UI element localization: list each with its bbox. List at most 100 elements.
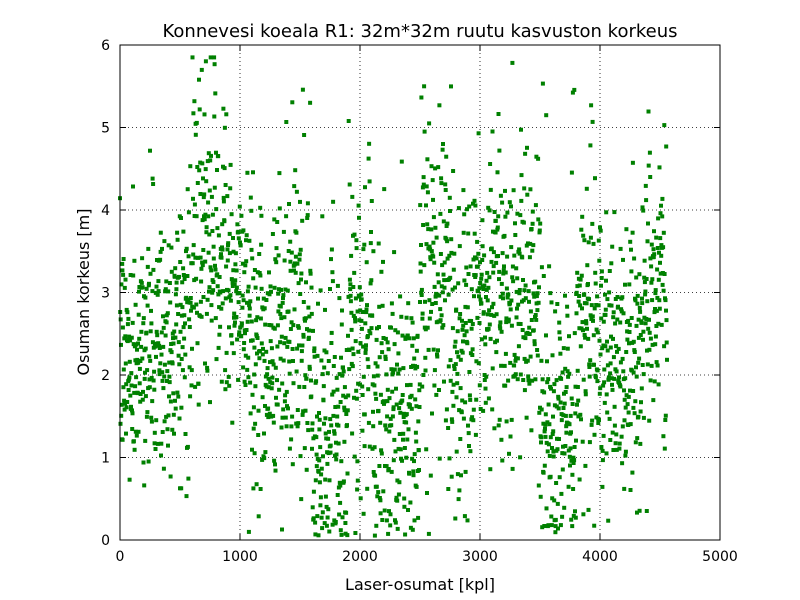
data-point: [581, 328, 585, 333]
data-point: [606, 375, 611, 380]
data-point: [484, 287, 489, 292]
data-point: [345, 423, 349, 428]
data-point: [455, 371, 460, 376]
data-point: [642, 258, 647, 263]
data-point: [448, 358, 453, 363]
data-point: [155, 292, 160, 297]
data-point: [623, 282, 627, 287]
data-point: [458, 357, 463, 362]
data-point: [439, 284, 444, 289]
data-point: [599, 276, 604, 280]
x-tick-label: 4000: [582, 549, 618, 565]
data-point: [130, 427, 135, 431]
data-point: [154, 329, 159, 334]
data-point: [266, 385, 271, 390]
data-point: [482, 253, 487, 258]
data-point: [376, 241, 381, 246]
data-point: [413, 397, 418, 402]
data-point: [542, 524, 547, 528]
data-point: [450, 389, 455, 394]
data-point: [157, 343, 162, 348]
data-point: [233, 251, 238, 256]
data-point: [463, 400, 468, 405]
data-point: [178, 260, 183, 264]
data-point: [446, 364, 451, 369]
data-point: [441, 323, 446, 328]
data-point: [133, 384, 138, 389]
data-point: [298, 454, 303, 459]
data-point: [354, 238, 359, 243]
data-point: [349, 327, 354, 332]
data-point: [603, 312, 608, 317]
data-point: [165, 369, 170, 374]
data-point: [180, 305, 185, 310]
data-point: [346, 119, 351, 123]
data-point: [307, 314, 312, 319]
data-point: [205, 368, 210, 373]
data-point: [316, 533, 321, 538]
data-point: [276, 253, 281, 258]
data-point: [169, 350, 174, 355]
data-point: [573, 515, 578, 520]
data-point: [319, 515, 324, 520]
data-point: [246, 375, 251, 380]
data-point: [160, 370, 165, 375]
data-point: [359, 297, 364, 302]
data-point: [647, 418, 652, 423]
data-point: [391, 405, 396, 410]
data-point: [598, 225, 602, 230]
data-point: [329, 257, 333, 262]
data-point: [620, 424, 625, 429]
data-point: [136, 429, 141, 434]
data-point: [516, 302, 521, 307]
data-point: [454, 307, 459, 312]
data-point: [491, 250, 496, 255]
data-point: [503, 188, 507, 193]
data-point: [552, 382, 557, 387]
data-point: [284, 389, 289, 394]
data-point: [395, 526, 400, 531]
data-point: [602, 400, 607, 405]
data-point: [561, 346, 566, 351]
data-point: [250, 338, 255, 343]
data-point: [166, 443, 170, 448]
data-point: [230, 280, 235, 285]
data-point: [171, 412, 176, 417]
data-point: [301, 334, 306, 339]
data-point: [288, 259, 293, 264]
data-point: [638, 409, 643, 414]
data-point: [481, 287, 486, 291]
data-point: [198, 299, 203, 304]
data-point: [541, 274, 546, 278]
data-point: [358, 308, 363, 313]
data-point: [456, 281, 461, 286]
data-point: [197, 168, 202, 173]
data-point: [234, 268, 239, 273]
data-point: [190, 346, 194, 351]
data-point: [462, 514, 467, 519]
data-point: [580, 439, 585, 444]
data-point: [549, 300, 554, 305]
data-point: [123, 334, 128, 339]
data-point: [600, 346, 605, 351]
data-point: [445, 239, 450, 244]
data-point: [287, 202, 291, 206]
data-point: [576, 398, 581, 403]
data-point: [312, 346, 317, 351]
data-point: [168, 300, 173, 305]
data-point: [411, 336, 416, 341]
data-point: [440, 263, 445, 268]
data-point: [442, 285, 447, 290]
data-point: [425, 190, 430, 195]
data-point: [610, 387, 615, 392]
data-point: [592, 523, 597, 528]
data-point: [642, 275, 647, 280]
data-point: [503, 383, 508, 388]
data-point: [303, 318, 307, 323]
data-point: [523, 336, 528, 341]
data-point: [377, 464, 382, 468]
data-point: [495, 338, 499, 343]
data-point: [337, 296, 342, 301]
data-point: [429, 164, 434, 169]
data-point: [317, 458, 322, 463]
